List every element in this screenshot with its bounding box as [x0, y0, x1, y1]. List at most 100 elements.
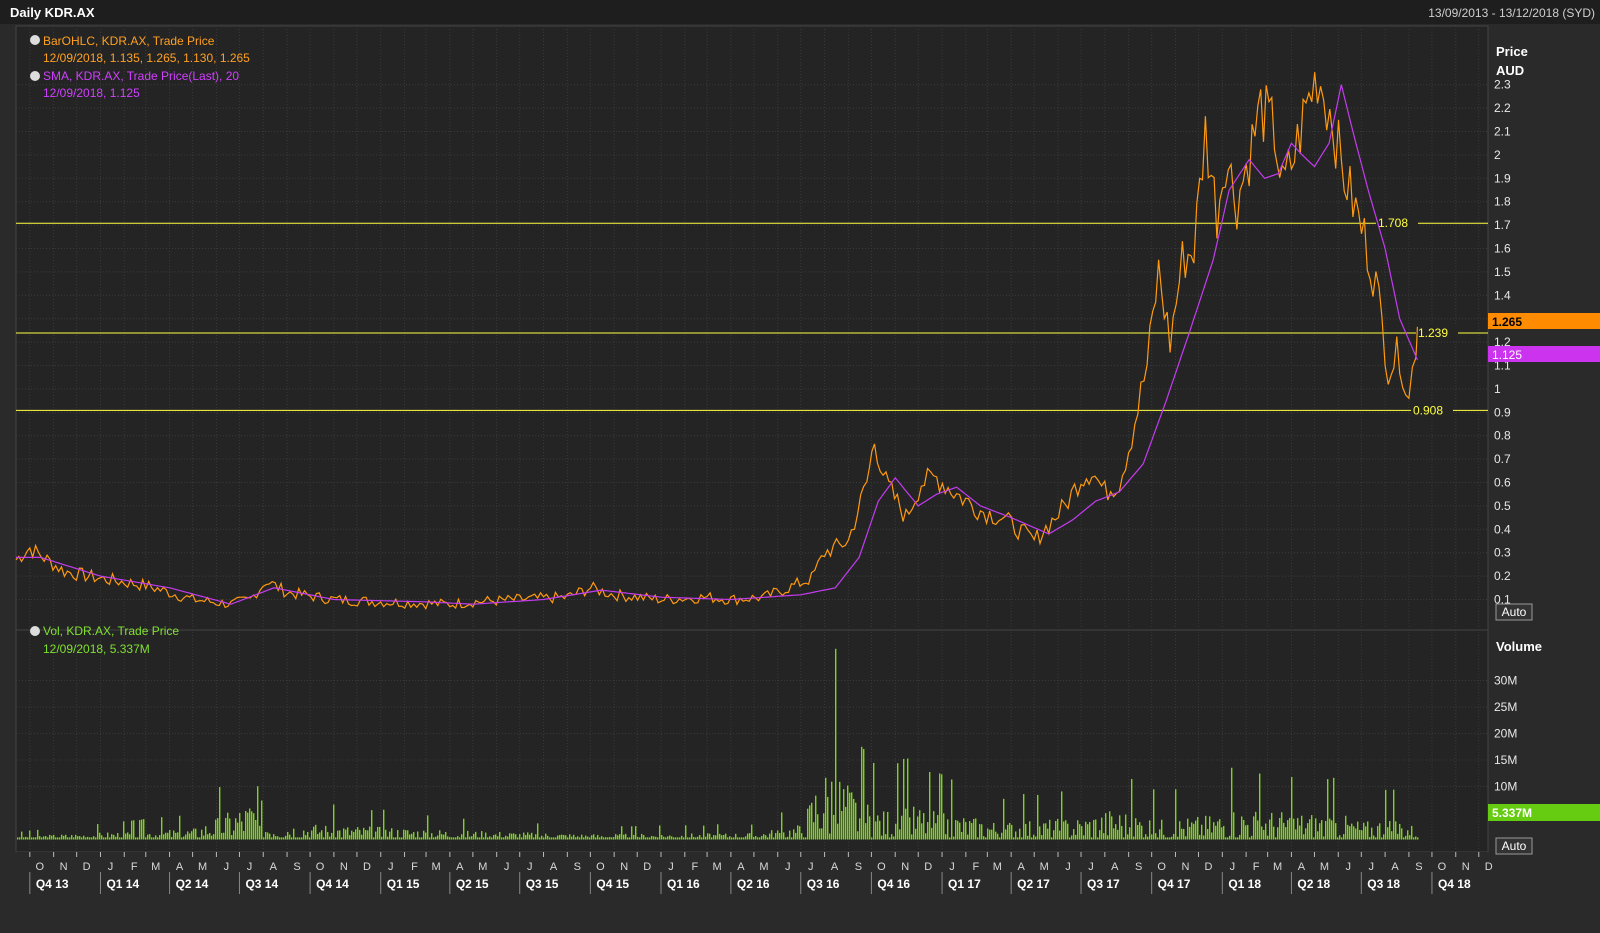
volume-bar	[1395, 821, 1397, 840]
volume-bar	[1295, 829, 1297, 840]
volume-bar	[573, 834, 575, 840]
volume-bar	[1085, 821, 1087, 840]
volume-bar	[945, 834, 947, 840]
volume-bar	[189, 833, 191, 840]
month-label: J	[1065, 861, 1071, 873]
horizontal-lines[interactable]: 1.708 1.239 0.908	[16, 215, 1488, 418]
quarter-label: Q2 16	[737, 877, 770, 891]
volume-bar	[837, 823, 839, 840]
quarter-label: Q1 17	[948, 877, 981, 891]
price-tick-label: 0.3	[1494, 546, 1511, 560]
volume-bar	[1249, 837, 1251, 840]
price-tick-label: 2.2	[1494, 101, 1511, 115]
volume-bar	[1023, 794, 1025, 840]
legend-ohlc[interactable]: BarOHLC, KDR.AX, Trade Price 12/09/2018,…	[30, 34, 250, 65]
volume-bar	[1229, 835, 1231, 840]
month-label: D	[1205, 861, 1213, 873]
month-label: M	[759, 861, 768, 873]
volume-bar	[577, 836, 579, 840]
volume-bar	[1273, 826, 1275, 840]
volume-bar	[1373, 835, 1375, 840]
volume-bar	[1329, 818, 1331, 840]
volume-bar	[769, 833, 771, 840]
volume-bar	[1117, 829, 1119, 840]
volume-bar	[653, 836, 655, 840]
volume-bar	[1165, 837, 1167, 840]
month-label: F	[972, 861, 979, 873]
volume-bar	[949, 837, 951, 840]
quarter-label: Q4 14	[316, 877, 349, 891]
volume-bar	[439, 830, 441, 840]
volume-bar	[379, 826, 381, 840]
month-label: A	[176, 861, 184, 873]
volume-bar	[575, 837, 577, 840]
volume-bar	[399, 837, 401, 840]
volume-bar	[815, 795, 817, 840]
volume-bar	[197, 837, 199, 840]
volume-bar	[339, 830, 341, 840]
volume-bar	[1319, 823, 1321, 840]
volume-bar	[603, 837, 605, 840]
legend-sma[interactable]: SMA, KDR.AX, Trade Price(Last), 20 12/09…	[30, 69, 239, 100]
volume-bar	[315, 824, 317, 840]
quarter-label: Q2 14	[176, 877, 209, 891]
volume-bar	[1081, 826, 1083, 840]
volume-bar	[731, 837, 733, 840]
quarter-label: Q2 18	[1297, 877, 1330, 891]
volume-bar	[1153, 789, 1155, 840]
volume-bar	[139, 820, 141, 840]
volume-bar	[553, 837, 555, 840]
quarter-label: Q2 15	[456, 877, 489, 891]
volume-bar	[1191, 822, 1193, 840]
volume-bar	[249, 808, 251, 840]
volume-bar	[1129, 827, 1131, 840]
volume-bar	[1227, 837, 1229, 840]
volume-bar	[1147, 836, 1149, 840]
volume-bar	[75, 834, 77, 840]
legend-volume[interactable]: Vol, KDR.AX, Trade Price 12/09/2018, 5.3…	[30, 624, 179, 656]
volume-bar	[681, 835, 683, 840]
volume-bar	[495, 834, 497, 840]
volume-bar	[357, 827, 359, 840]
volume-bar	[1029, 821, 1031, 840]
month-label: J	[527, 861, 533, 873]
volume-bar	[389, 831, 391, 840]
volume-bar	[1127, 834, 1129, 840]
month-label: J	[108, 861, 114, 873]
volume-bar	[865, 823, 867, 840]
volume-bar	[841, 810, 843, 840]
quarter-label: Q4 18	[1438, 877, 1471, 891]
price-auto-button[interactable]: Auto	[1495, 603, 1533, 621]
volume-bar	[791, 837, 793, 840]
volume-bar	[471, 836, 473, 840]
volume-bar	[757, 837, 759, 840]
volume-bar	[147, 834, 149, 840]
volume-bar	[561, 834, 563, 840]
volume-bar	[951, 779, 953, 840]
month-label: M	[1040, 861, 1049, 873]
quarter-label: Q4 17	[1158, 877, 1191, 891]
volume-bar	[1357, 821, 1359, 840]
month-label: A	[1111, 861, 1119, 873]
volume-bar	[811, 802, 813, 840]
volume-bar	[735, 833, 737, 840]
volume-bar	[391, 828, 393, 840]
volume-bar	[959, 822, 961, 840]
volume-bar	[227, 812, 229, 840]
month-label: D	[1485, 861, 1493, 873]
volume-bar	[525, 834, 527, 840]
volume-auto-button[interactable]: Auto	[1495, 837, 1533, 855]
volume-bar	[215, 819, 217, 840]
volume-bar	[209, 833, 211, 840]
volume-bar	[335, 837, 337, 840]
volume-bar	[1069, 837, 1071, 840]
volume-bar	[1011, 824, 1013, 840]
volume-bar	[1247, 824, 1249, 840]
volume-bar	[625, 833, 627, 840]
volume-bar	[611, 837, 613, 840]
volume-bar	[1193, 823, 1195, 840]
volume-bar	[1335, 823, 1337, 840]
volume-bar	[239, 813, 241, 840]
volume-bar	[809, 805, 811, 840]
volume-bar	[235, 818, 237, 840]
